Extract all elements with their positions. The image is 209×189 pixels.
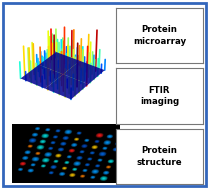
Text: Protein
microarray: Protein microarray — [133, 25, 186, 46]
Text: FTIR
imaging: FTIR imaging — [140, 85, 179, 106]
Text: Protein
structure: Protein structure — [136, 146, 182, 167]
